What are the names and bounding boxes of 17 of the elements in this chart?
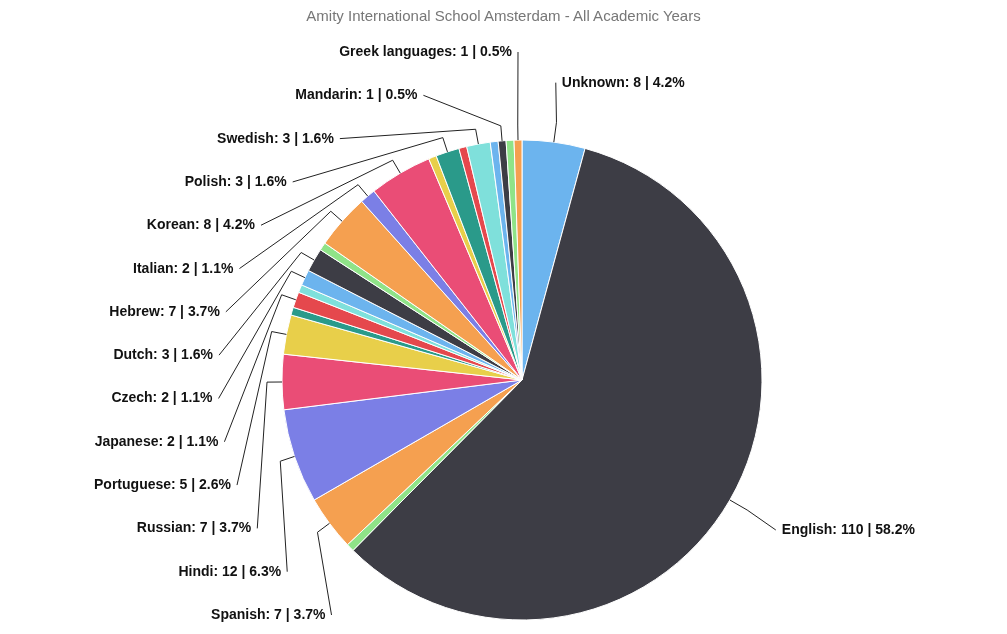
slice-label: English: 110 | 58.2% bbox=[781, 521, 916, 537]
slice-label: Italian: 2 | 1.1% bbox=[133, 259, 235, 276]
slice-label: Russian: 7 | 3.7% bbox=[136, 519, 252, 536]
slice-label: Polish: 3 | 1.6% bbox=[184, 172, 288, 189]
slice-label: Japanese: 2 | 1.1% bbox=[94, 432, 219, 449]
slice-label: Unknown: 8 | 4.2% bbox=[561, 73, 686, 90]
slice-label: Portuguese: 5 | 2.6% bbox=[94, 476, 232, 493]
slice-label: Dutch: 3 | 1.6% bbox=[113, 346, 214, 363]
slice-label: Mandarin: 1 | 0.5% bbox=[295, 86, 418, 103]
slice-label: Czech: 2 | 1.1% bbox=[111, 389, 214, 406]
slice-label: Spanish: 7 | 3.7% bbox=[211, 606, 327, 622]
slice-label: Greek languages: 1 | 0.5% bbox=[339, 43, 513, 59]
slice-label: Hebrew: 7 | 3.7% bbox=[109, 302, 221, 319]
chart-title: Amity International School Amsterdam - All Academic Years bbox=[306, 7, 701, 24]
slice-label: Korean: 8 | 4.2% bbox=[146, 216, 256, 233]
slice-label: Hindi: 12 | 6.3% bbox=[178, 562, 282, 579]
slice-label: Swedish: 3 | 1.6% bbox=[217, 129, 335, 146]
